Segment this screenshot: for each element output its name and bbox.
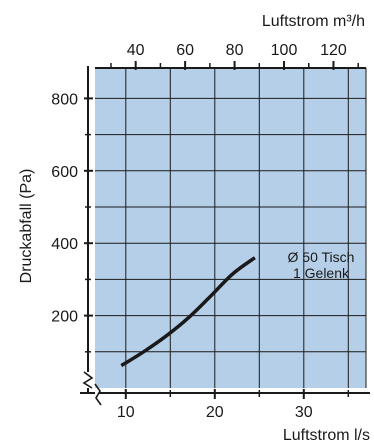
bottom-axis-title: Luftstrom l/s xyxy=(283,427,370,442)
x2-tick-label: 120 xyxy=(320,42,347,59)
x2-tick-label: 40 xyxy=(127,42,145,59)
series-label-line2: 1 Gelenk xyxy=(293,265,350,281)
x-tick-label: 10 xyxy=(117,404,135,421)
x-tick-label: 20 xyxy=(206,404,224,421)
x2-tick-label: 80 xyxy=(226,42,244,59)
top-axis-title: Luftstrom m³/h xyxy=(262,13,365,30)
y-tick-label: 200 xyxy=(51,309,78,326)
x-axis-break xyxy=(94,383,102,406)
ticks: 200 400 600 800 10 20 30 40 60 80 100 120 xyxy=(51,42,359,421)
y-axis-break xyxy=(82,371,94,389)
y-tick-label: 400 xyxy=(51,236,78,253)
x-tick-label: 30 xyxy=(295,404,313,421)
axes xyxy=(80,66,370,406)
series-group xyxy=(120,256,256,368)
plot-area xyxy=(95,68,366,388)
x2-tick-label: 60 xyxy=(176,42,194,59)
x2-tick-label: 100 xyxy=(271,42,298,59)
y-tick-label: 600 xyxy=(51,164,78,181)
y-tick-label: 800 xyxy=(51,91,78,108)
grid xyxy=(95,68,366,388)
series-line-0 xyxy=(120,256,256,368)
y-axis-title: Druckabfall (Pa) xyxy=(18,169,35,284)
series-label-line1: Ø 50 Tisch xyxy=(288,249,355,265)
